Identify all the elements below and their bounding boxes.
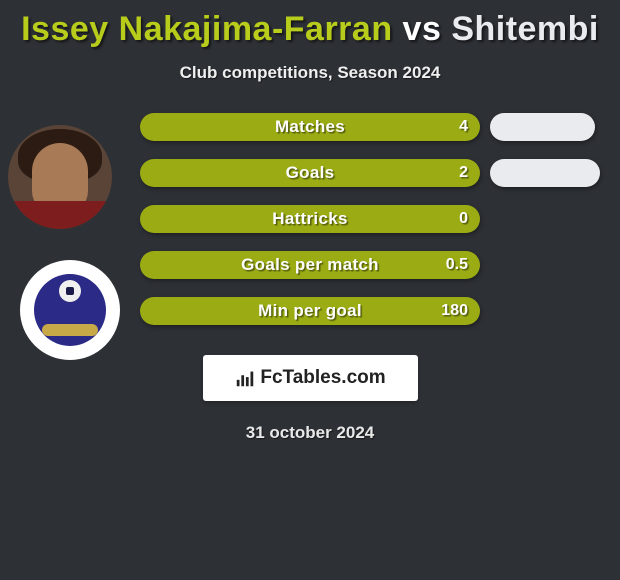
player1-stat-bar: Goals per match0.5 [140, 251, 480, 279]
stat-label: Min per goal [140, 301, 480, 321]
attribution-text: FcTables.com [260, 367, 385, 389]
player1-stat-value: 2 [459, 164, 468, 182]
player1-stat-value: 0 [459, 210, 468, 228]
attribution-box: FcTables.com [203, 355, 418, 401]
card-subtitle: Club competitions, Season 2024 [0, 63, 620, 83]
card-date: 31 october 2024 [0, 423, 620, 443]
player1-stat-bar: Min per goal180 [140, 297, 480, 325]
player2-stat-bar [490, 159, 600, 187]
player1-stat-bar: Hattricks0 [140, 205, 480, 233]
title-vs: vs [393, 10, 452, 48]
player2-avatar [20, 260, 120, 360]
player1-stat-value: 0.5 [446, 256, 468, 274]
title-player2: Shitembi [451, 10, 599, 48]
player1-stat-value: 180 [441, 302, 468, 320]
card-title: Issey Nakajima-Farran vs Shitembi [0, 0, 620, 49]
bar-chart-icon [234, 367, 256, 389]
player1-stat-bar: Goals2 [140, 159, 480, 187]
club-crest-icon [34, 274, 106, 346]
player2-stat-bar [490, 113, 595, 141]
stat-label: Matches [140, 117, 480, 137]
comparison-card: Issey Nakajima-Farran vs Shitembi Club c… [0, 0, 620, 580]
title-player1: Issey Nakajima-Farran [21, 10, 392, 48]
stat-label: Goals [140, 163, 480, 183]
stat-label: Goals per match [140, 255, 480, 275]
player1-stat-value: 4 [459, 118, 468, 136]
player1-avatar [8, 125, 112, 229]
player1-stat-bar: Matches4 [140, 113, 480, 141]
stat-label: Hattricks [140, 209, 480, 229]
